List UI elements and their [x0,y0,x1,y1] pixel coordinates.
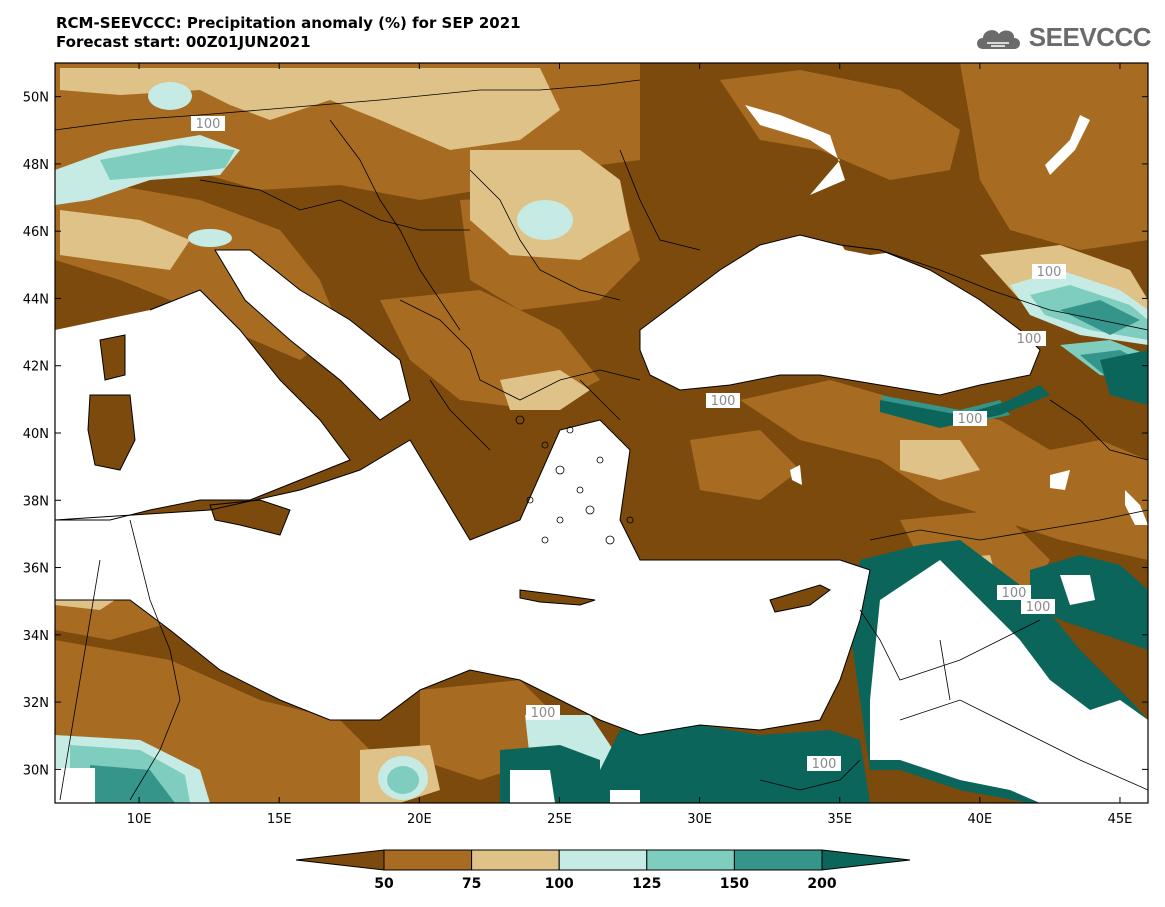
lat-tick-label: 34N [23,629,49,644]
colorbar-label: 150 [720,876,749,892]
contour-label: 100 [1017,332,1042,347]
lat-tick-label: 50N [23,91,49,106]
map-field: 100 100 100 100 100 100 100 100 100 [55,63,1148,803]
colorbar-swatch [733,849,823,871]
lat-tick-label: 46N [23,225,49,240]
contour-label: 100 [958,412,983,427]
lat-tick-label: 48N [23,158,49,173]
borders [55,79,1148,801]
colorbar-swatch [471,849,560,871]
lat-tick-label: 38N [23,494,49,509]
lat-tick-label: 44N [23,292,49,307]
colorbar-label: 50 [374,876,394,892]
map-title: RCM-SEEVCCC: Precipitation anomaly (%) f… [56,14,521,52]
lon-tick-label: 30E [687,812,712,827]
aegean-islands [515,415,634,545]
title-line-1: RCM-SEEVCCC: Precipitation anomaly (%) f… [56,14,521,32]
contour-label: 100 [711,394,736,409]
cloud-logo-icon [976,29,1020,49]
lon-tick-label: 20E [407,812,432,827]
colorbar-label: 100 [545,876,574,892]
contour-label: 100 [196,117,221,132]
contour-label: 100 [1002,586,1027,601]
sea-areas [55,105,1148,803]
colorbar: 50 75 100 125 150 200 [295,849,911,892]
lon-tick-label: 10E [127,812,152,827]
lon-tick-label: 45E [1108,812,1133,827]
colorbar-swatch [821,849,911,871]
title-line-2: Forecast start: 00Z01JUN2021 [56,33,311,51]
colorbar-swatch [295,849,385,871]
latitude-axis: 50N 48N 46N 44N 42N 40N 38N 36N 34N 32N 30N [23,91,1148,778]
lon-tick-label: 25E [547,812,572,827]
colorbar-swatch [558,849,648,871]
colorbar-swatch [646,849,735,871]
islands [88,335,830,612]
contour-label: 100 [1026,600,1051,615]
lat-tick-label: 40N [23,427,49,442]
lon-tick-label: 15E [267,812,292,827]
seevccc-logo: SEEVCCC [973,22,1152,53]
contour-label: 100 [812,757,837,772]
lat-tick-label: 36N [23,562,49,577]
lat-tick-label: 32N [23,696,49,711]
contour-labels: 100 100 100 100 100 100 100 100 100 [191,116,1066,772]
lat-tick-label: 42N [23,360,49,375]
coastlines [55,234,1041,736]
lon-tick-label: 35E [827,812,852,827]
logo-text: SEEVCCC [1028,22,1152,52]
lon-tick-label: 40E [967,812,992,827]
colorbar-label: 200 [807,876,836,892]
colorbar-swatch [383,849,473,871]
colorbar-label: 125 [632,876,661,892]
lat-tick-label: 30N [23,763,49,778]
contour-label: 100 [531,706,556,721]
colorbar-label: 75 [462,876,481,892]
longitude-axis: 10E 15E 20E 25E 30E 35E 40E 45E [127,63,1133,827]
contour-label: 100 [1037,265,1062,280]
